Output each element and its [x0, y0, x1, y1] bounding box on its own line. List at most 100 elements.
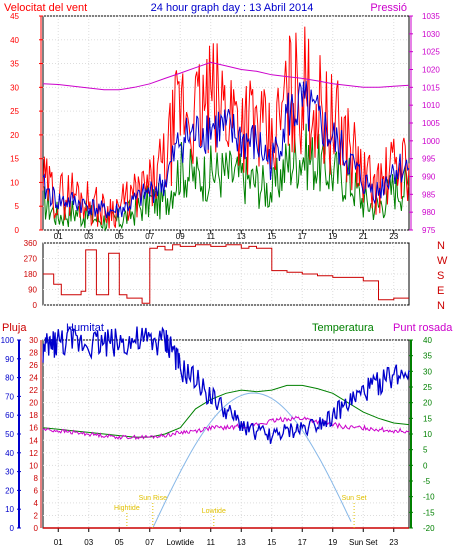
humidity-tick-label: 100	[1, 336, 15, 345]
rain-tick-label: 16	[29, 424, 38, 433]
pressure-tick-label: 1030	[422, 30, 440, 39]
sun-elevation-curve	[152, 392, 352, 529]
wind-tick-label: 20	[10, 131, 19, 140]
bottom-x-tick-label: 17	[298, 538, 307, 547]
wind-tick-label: 45	[10, 12, 19, 21]
bottom-x-tick-label: 01	[54, 538, 63, 547]
bottom-x-tick-label: 05	[115, 538, 124, 547]
compass-s: S	[437, 270, 444, 282]
wind-x-tick-label: 07	[145, 232, 154, 241]
temperature-tick-label: 15	[423, 414, 432, 423]
bottom-x-tick-label: 13	[237, 538, 246, 547]
dewpoint-series	[42, 415, 410, 441]
bottom-x-tick-label: 07	[145, 538, 154, 547]
pressure-tick-label: 1015	[422, 83, 440, 92]
series-lines	[42, 26, 410, 529]
pressure-tick-label: 1025	[422, 48, 440, 57]
pressure-tick-label: 975	[422, 226, 436, 235]
bottom-x-tick-label: 03	[84, 538, 93, 547]
humidity-tick-label: 20	[5, 486, 14, 495]
event-label: Hightide	[114, 505, 140, 512]
direction-tick-label: 90	[28, 286, 37, 295]
temperature-tick-label: 5	[423, 446, 428, 455]
humidity-tick-label: 50	[5, 430, 14, 439]
rain-tick-label: 30	[29, 336, 38, 345]
temperature-tick-label: 20	[423, 399, 432, 408]
pressure-tick-label: 1020	[422, 66, 440, 75]
rain-tick-label: 14	[29, 436, 38, 445]
pressure-tick-label: 990	[422, 173, 436, 182]
wind-speed-label: Velocitat del vent	[4, 2, 87, 14]
humidity-series	[42, 326, 410, 444]
compass-e: E	[437, 285, 444, 297]
humidity-tick-label: 10	[5, 505, 14, 514]
wind-x-tick-label: 09	[176, 232, 185, 241]
temperature-tick-label: 35	[423, 352, 432, 361]
wind-tick-label: 5	[15, 202, 20, 211]
rain-tick-label: 10	[29, 461, 38, 470]
rain-tick-label: 6	[34, 486, 39, 495]
compass-labels: N W S E N	[437, 240, 448, 312]
rain-tick-label: 28	[29, 349, 38, 358]
pressure-label: Pressió	[370, 2, 407, 14]
wind-x-tick-label: 15	[267, 232, 276, 241]
bottom-x-tick-label: Lowtide	[166, 538, 194, 547]
rain-tick-label: 0	[34, 524, 39, 533]
temperature-tick-label: 25	[423, 383, 432, 392]
pressure-tick-label: 1010	[422, 101, 440, 110]
bottom-x-tick-label: 19	[328, 538, 337, 547]
pressure-tick-label: 1005	[422, 119, 440, 128]
wind-x-tick-label: 13	[237, 232, 246, 241]
wind-tick-label: 15	[10, 155, 19, 164]
rain-label: Pluja	[2, 322, 27, 334]
pressure-tick-label: 985	[422, 190, 436, 199]
gridlines	[43, 15, 409, 529]
rain-tick-label: 4	[34, 499, 39, 508]
pressure-series	[42, 61, 410, 91]
rain-tick-label: 18	[29, 411, 38, 420]
wind-direction-series	[43, 244, 409, 304]
humidity-tick-label: 70	[5, 392, 14, 401]
event-label: Lowtide	[202, 508, 226, 515]
humidity-tick-label: 0	[10, 524, 15, 533]
pressure-tick-label: 1000	[422, 137, 440, 146]
humidity-tick-label: 40	[5, 449, 14, 458]
bottom-x-tick-label: 15	[267, 538, 276, 547]
temperature-label: Temperatura	[312, 322, 375, 334]
temperature-tick-label: 40	[423, 336, 432, 345]
compass-w: W	[437, 255, 448, 267]
humidity-tick-label: 30	[5, 468, 14, 477]
pressure-tick-label: 995	[422, 155, 436, 164]
direction-tick-label: 270	[24, 255, 38, 264]
event-markers: Hightide Sun Rise Lowtide Sun Set	[114, 495, 367, 528]
wind-low-series	[42, 123, 410, 232]
wind-x-tick-label: 01	[54, 232, 63, 241]
wind-speed-series	[42, 26, 410, 229]
rain-tick-label: 24	[29, 374, 38, 383]
event-label: Sun Rise	[139, 495, 168, 502]
event-label: Sun Set	[342, 495, 367, 502]
wind-x-tick-label: 11	[207, 232, 216, 241]
wind-tick-label: 10	[10, 178, 19, 187]
direction-tick-label: 180	[24, 270, 38, 279]
temperature-tick-label: -15	[423, 508, 435, 517]
direction-tick-label: 0	[33, 301, 38, 310]
bottom-x-tick-label: Sun Set	[349, 538, 378, 547]
humidity-tick-label: 80	[5, 374, 14, 383]
direction-tick-label: 360	[24, 239, 38, 248]
wind-x-tick-label: 23	[389, 232, 398, 241]
wind-tick-label: 30	[10, 83, 19, 92]
humidity-tick-label: 60	[5, 411, 14, 420]
temperature-tick-label: -20	[423, 524, 435, 533]
rain-tick-label: 22	[29, 386, 38, 395]
temperature-tick-label: -10	[423, 493, 435, 502]
temperature-series	[42, 384, 410, 438]
compass-n-bottom: N	[437, 300, 445, 312]
rain-tick-label: 20	[29, 399, 38, 408]
temperature-tick-label: 30	[423, 367, 432, 376]
wind-tick-label: 0	[15, 226, 20, 235]
bottom-x-tick-label: 11	[207, 538, 216, 547]
wind-tick-label: 25	[10, 107, 19, 116]
